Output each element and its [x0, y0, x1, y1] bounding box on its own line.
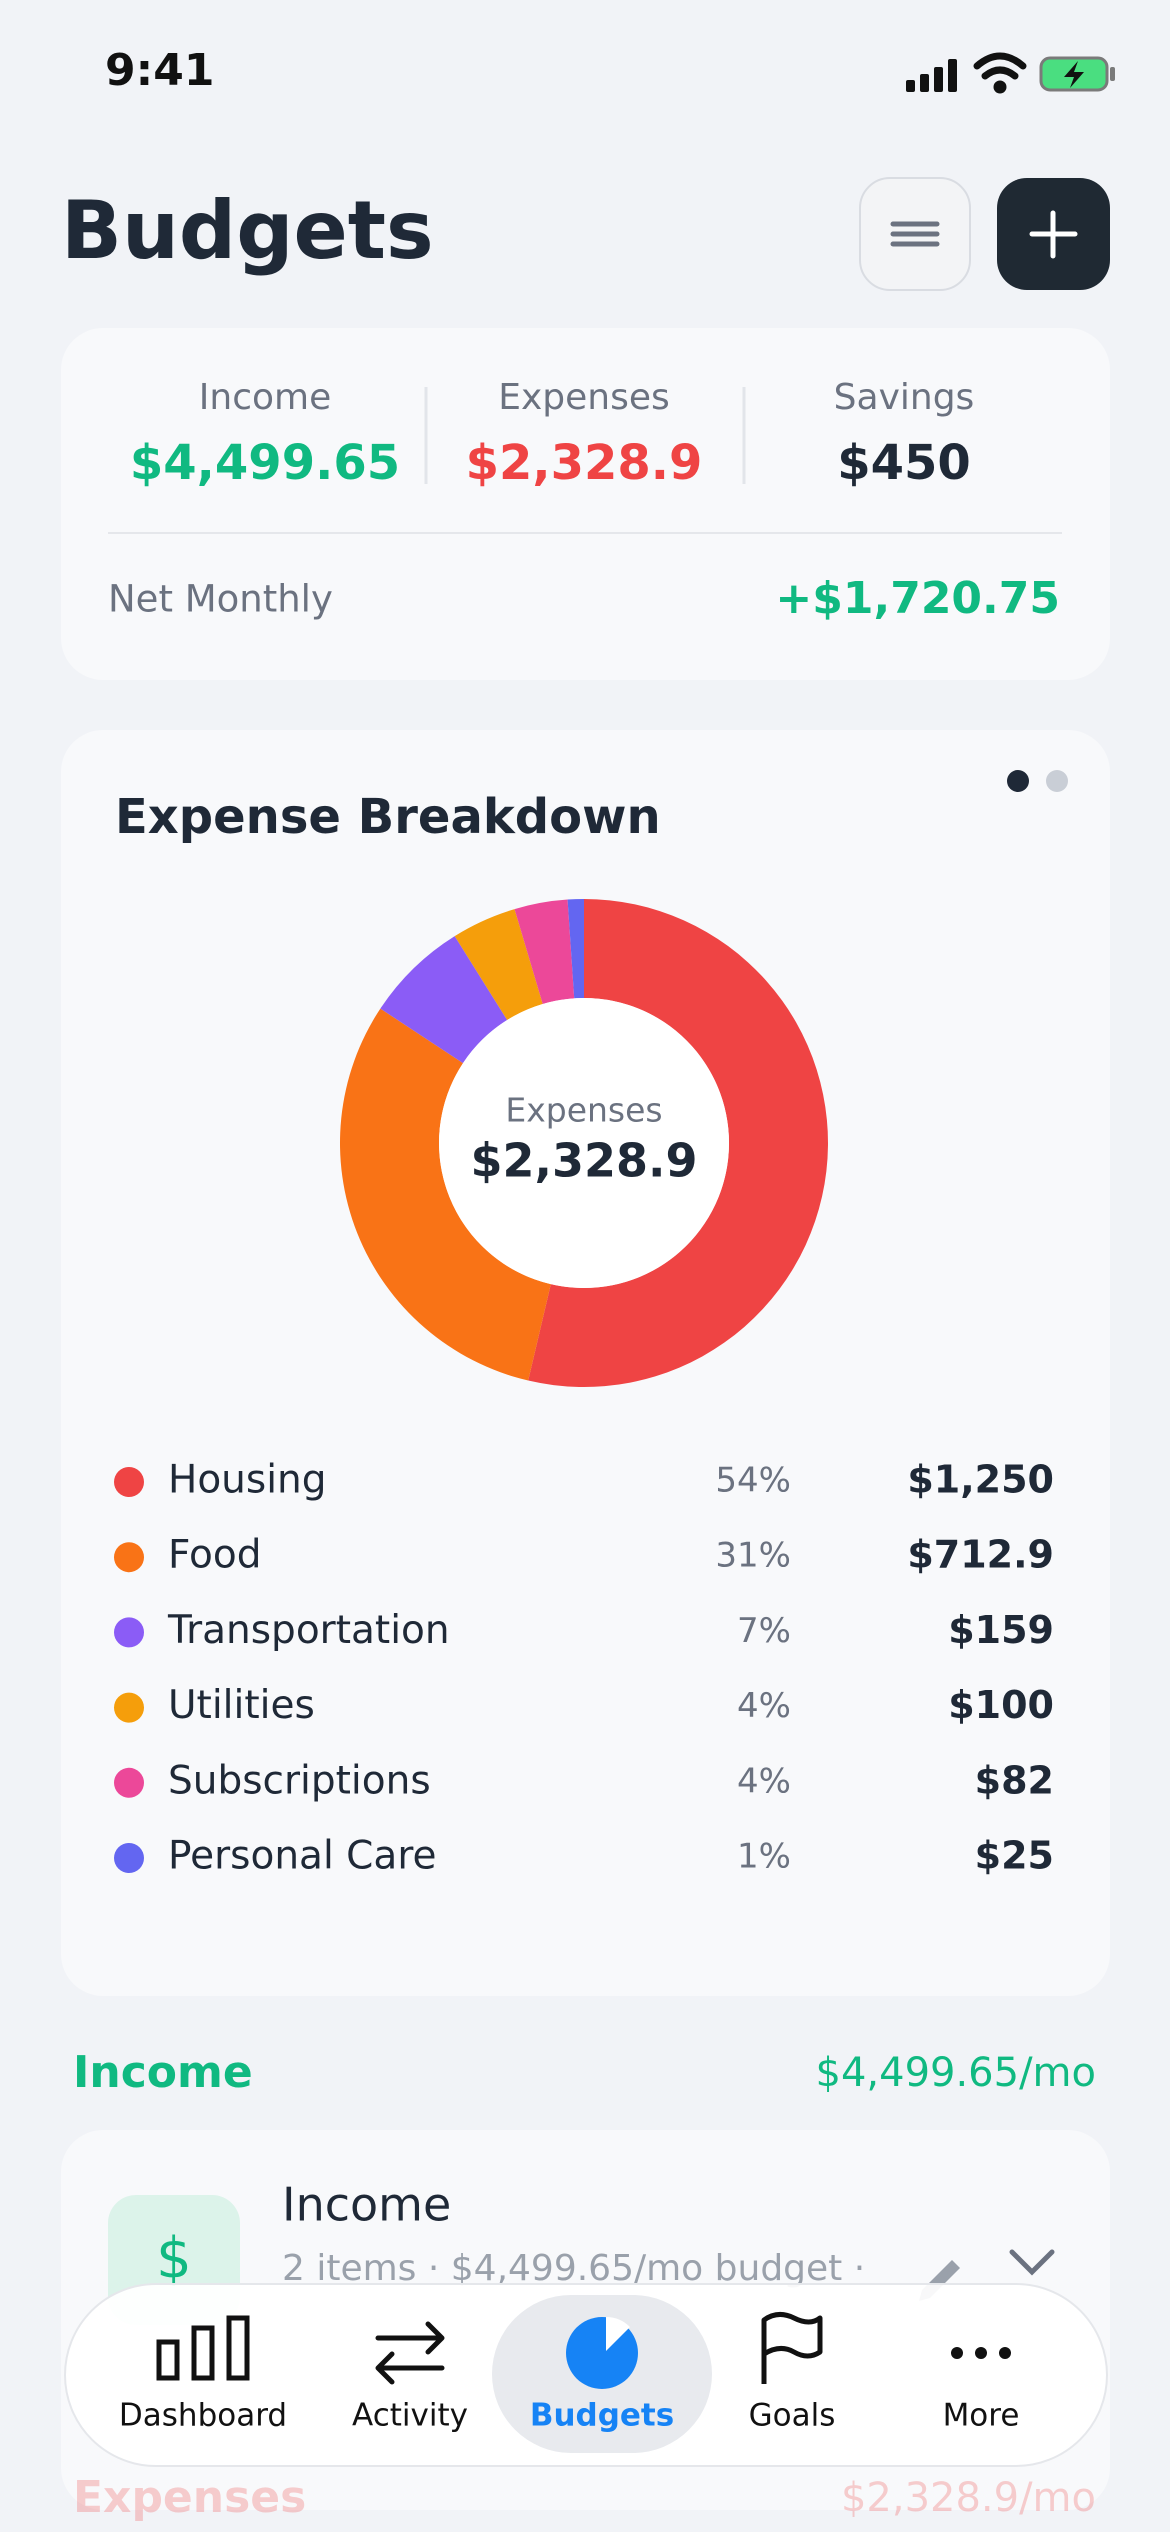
- legend-label: Housing: [168, 1458, 327, 1503]
- donut-center-value: $2,328.9: [471, 1134, 698, 1188]
- tab-icon: [975, 2347, 987, 2359]
- legend: Housing 54% $1,250 Food 31% $712.9 Transportat…: [114, 1458, 1054, 1879]
- legend-percent: 4%: [737, 1686, 791, 1726]
- summary-value: $2,328.9: [466, 435, 703, 491]
- legend-percent: 7%: [737, 1611, 791, 1651]
- breakdown-title: Expense Breakdown: [115, 789, 661, 845]
- section-title: Expenses: [73, 2472, 306, 2523]
- legend-swatch: [114, 1843, 144, 1873]
- page-title: Budgets: [61, 184, 434, 277]
- summary-value: $450: [837, 435, 971, 491]
- legend-value: $82: [975, 1758, 1054, 1802]
- tab-icon: [951, 2347, 963, 2359]
- donut-slice: [339, 1008, 551, 1381]
- tabs: Dashboard Activity Budgets Goals More: [119, 2295, 1020, 2453]
- income-icon: $: [156, 2226, 192, 2291]
- legend-label: Utilities: [168, 1683, 315, 1728]
- legend-swatch: [114, 1542, 144, 1573]
- tab-label[interactable]: Budgets: [530, 2398, 674, 2434]
- tab-label[interactable]: Dashboard: [119, 2398, 287, 2434]
- legend-label: Food: [168, 1533, 262, 1578]
- legend-percent: 54%: [715, 1461, 791, 1501]
- donut-chart: [339, 899, 828, 1387]
- net-value: +$1,720.75: [775, 573, 1060, 624]
- wifi-icon: [973, 52, 1027, 94]
- signal-icon: [906, 59, 957, 92]
- summary-label: Expenses: [498, 377, 670, 418]
- tab-icon: [156, 2315, 250, 2381]
- section-total: $2,328.9/mo: [841, 2475, 1096, 2521]
- legend-swatch: [114, 1692, 144, 1723]
- summary-card: [61, 328, 1110, 680]
- summary-label: Income: [199, 377, 331, 418]
- legend-swatch: [114, 1767, 144, 1798]
- tab-icon: [761, 2312, 823, 2384]
- plus-icon: [1029, 210, 1078, 259]
- donut-slice: [454, 909, 543, 1021]
- menu-icon: [890, 221, 940, 247]
- section-total: $4,499.65/mo: [816, 2050, 1097, 2096]
- donut-slice: [567, 899, 584, 999]
- tab-label[interactable]: Activity: [352, 2398, 468, 2434]
- donut-slice: [528, 899, 828, 1387]
- tab-label[interactable]: Goals: [749, 2398, 836, 2434]
- page-dot[interactable]: [1007, 770, 1029, 792]
- page-dot[interactable]: [1046, 770, 1068, 792]
- card-title: Income: [282, 2178, 451, 2232]
- donut-center-label: Expenses: [505, 1091, 662, 1130]
- legend-label: Transportation: [167, 1608, 450, 1653]
- legend-percent: 4%: [737, 1761, 791, 1801]
- summary-label: Savings: [834, 377, 975, 418]
- chevron-icon[interactable]: [1009, 2249, 1055, 2276]
- tab-icon: [375, 2321, 445, 2385]
- legend-swatch: [114, 1467, 144, 1497]
- legend-percent: 1%: [737, 1837, 791, 1877]
- section-title: Income: [73, 2047, 253, 2098]
- status-time: 9:41: [105, 45, 214, 96]
- tab-icon: [999, 2347, 1011, 2359]
- legend-swatch: [114, 1617, 144, 1648]
- tab-label[interactable]: More: [943, 2398, 1020, 2434]
- card-subtitle: 2 items · $4,499.65/mo budget ·: [282, 2248, 865, 2289]
- legend-value: $159: [948, 1608, 1054, 1652]
- net-label: Net Monthly: [108, 578, 333, 621]
- summary-value: $4,499.65: [130, 435, 400, 491]
- legend-value: $25: [975, 1834, 1054, 1878]
- legend-value: $100: [948, 1683, 1054, 1727]
- legend-label: Personal Care: [168, 1834, 437, 1879]
- legend-label: Subscriptions: [168, 1758, 431, 1803]
- tab-icon: [606, 2317, 630, 2351]
- donut-slice: [514, 899, 575, 1004]
- battery-icon: [1039, 56, 1115, 92]
- donut-slice: [380, 936, 508, 1064]
- legend-percent: 31%: [715, 1536, 791, 1576]
- legend-value: $712.9: [907, 1533, 1054, 1577]
- donut-hole: [439, 998, 729, 1288]
- legend-value: $1,250: [907, 1458, 1054, 1502]
